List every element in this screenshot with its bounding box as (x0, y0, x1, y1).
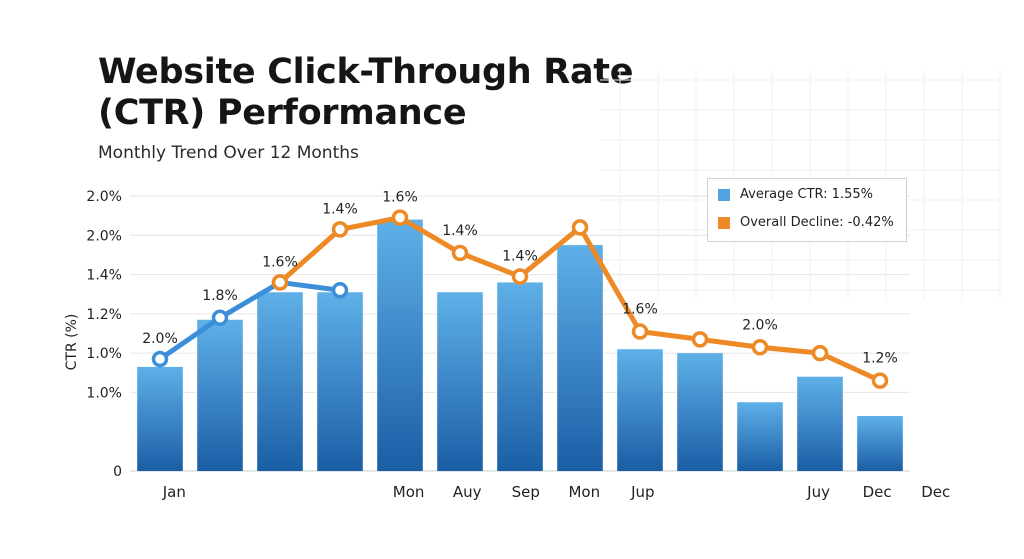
data-label: 1.2% (862, 351, 898, 367)
x-tick-label: Dec (863, 483, 892, 501)
y-tick-label: 1.2% (86, 307, 122, 323)
y-axis-label: CTR (%) (64, 314, 80, 371)
legend-swatch-decline (718, 216, 730, 229)
data-label: 1.4% (502, 249, 538, 265)
orange-line-point (811, 344, 829, 362)
y-tick-label: 2.0% (86, 189, 122, 205)
data-label: 1.6% (382, 190, 418, 206)
legend: Average CTR: 1.55% Overall Decline: -0.4… (707, 178, 907, 242)
chart-title: Website Click-Through Rate (CTR) Perform… (98, 52, 634, 133)
data-label: 1.4% (442, 223, 478, 239)
x-tick-label: Jan (162, 483, 186, 501)
bar (737, 402, 783, 471)
x-tick-label: Auy (453, 483, 482, 501)
orange-line-point (571, 219, 589, 236)
legend-label-average: Average CTR: 1.55% (740, 187, 873, 202)
x-tick-label: Jup (630, 483, 654, 501)
blue-line-point (211, 309, 229, 327)
chart-subtitle: Monthly Trend Over 12 Months (98, 143, 359, 163)
x-tick-label: Dec (921, 483, 950, 501)
x-tick-label: Juy (806, 483, 830, 501)
legend-swatch-average (718, 188, 730, 201)
bar (617, 349, 663, 471)
y-tick-label: 1.4% (86, 268, 122, 284)
y-tick-label: 2.0% (86, 228, 122, 244)
blue-line-point (331, 282, 349, 299)
data-label: 2.0% (142, 331, 178, 347)
trend-lines (151, 209, 889, 389)
orange-line-point (331, 221, 349, 238)
bar (257, 292, 303, 471)
bar (377, 219, 423, 471)
bar (437, 292, 483, 471)
bar (137, 366, 183, 471)
x-tick-label: Mon (393, 483, 425, 501)
orange-line-point (271, 274, 289, 291)
orange-line-point (751, 339, 769, 356)
orange-line-point (451, 244, 469, 262)
data-label: 1.4% (322, 201, 358, 217)
data-label: 1.6% (622, 302, 658, 318)
x-axis-ticks: Jan Mon Auy Sep Mon Jup Juy Dec Dec (162, 483, 951, 501)
bar (797, 376, 843, 471)
blue-line (157, 279, 343, 362)
data-label: 1.6% (262, 254, 298, 270)
orange-line-point (691, 331, 709, 348)
orange-line-point (391, 209, 409, 226)
bar (557, 245, 603, 471)
bar (857, 416, 903, 471)
legend-item-average: Average CTR: 1.55% (718, 187, 873, 202)
data-labels: 2.0% 1.8% 1.6% 1.4% 1.6% 1.4% 1.4% 1.6% 2.0% 1.2% (142, 190, 898, 367)
data-label: 1.8% (202, 288, 238, 304)
bar (677, 353, 723, 471)
y-tick-label: 0 (113, 464, 122, 480)
x-tick-label: Mon (568, 483, 600, 501)
y-tick-label: 1.0% (86, 385, 122, 401)
x-tick-label: Sep (512, 483, 540, 501)
data-label: 2.0% (742, 317, 778, 333)
orange-line-point (511, 268, 529, 285)
bar (197, 319, 243, 471)
bar (497, 282, 543, 471)
y-tick-label: 1.0% (86, 346, 122, 362)
bar (317, 292, 363, 471)
orange-line-point (631, 323, 649, 340)
y-axis-ticks: 0 1.0% 1.0% 1.2% 1.4% 2.0% 2.0% (86, 189, 122, 480)
legend-item-decline: Overall Decline: -0.42% (718, 215, 894, 230)
orange-line-point (871, 372, 889, 389)
blue-line-point (151, 350, 169, 368)
legend-label-decline: Overall Decline: -0.42% (740, 215, 894, 230)
bars (137, 219, 903, 471)
